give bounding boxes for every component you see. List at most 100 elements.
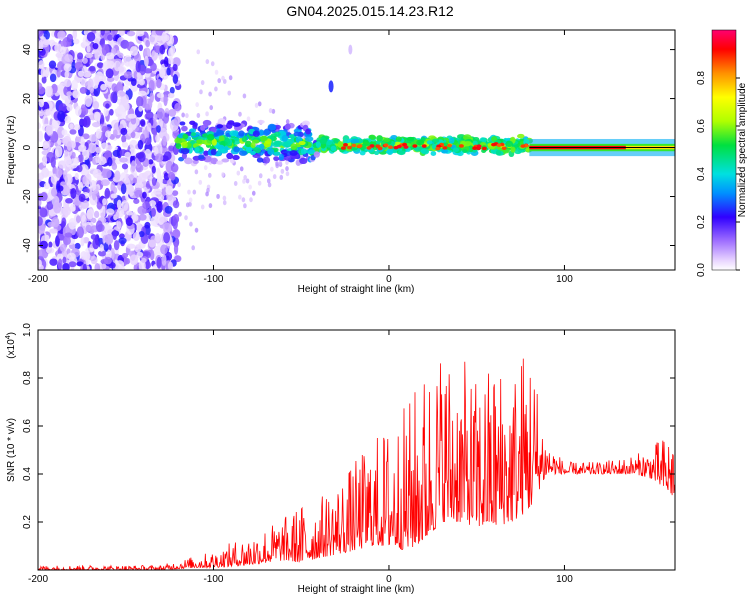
heatmap-cell xyxy=(246,116,251,122)
heatmap-cell xyxy=(278,153,284,161)
heatmap-cell xyxy=(208,91,212,97)
snr-y-ticks: 0.2 0.4 0.6 0.8 1.0 xyxy=(22,323,675,529)
heatmap-cell xyxy=(116,105,125,115)
snr-x-axis-label: Height of straight line (km) xyxy=(298,584,415,595)
heatmap-cell xyxy=(181,125,188,132)
heatmap-cell xyxy=(190,132,197,137)
heatmap-cell xyxy=(172,63,178,72)
heatmap-cell xyxy=(268,108,273,114)
heatmap-cell xyxy=(48,241,53,248)
heatmap-cell xyxy=(159,216,169,223)
heatmap-cell xyxy=(217,148,226,154)
heatmap-cell xyxy=(112,149,121,157)
heatmap-cell xyxy=(74,242,81,250)
heatmap-cell xyxy=(110,91,118,104)
heatmap-cell xyxy=(66,33,73,43)
heatmap-cell xyxy=(452,147,460,153)
heatmap-cell xyxy=(156,107,165,120)
heatmap-cell xyxy=(215,129,225,136)
heatmap-cell xyxy=(82,57,88,64)
heatmap-cell xyxy=(517,133,525,139)
heatmap-cell xyxy=(100,30,105,36)
heatmap-cell xyxy=(95,153,100,164)
heatmap-cell xyxy=(116,199,122,210)
heatmap-cell xyxy=(523,138,530,146)
heatmap-cell xyxy=(101,263,107,270)
heatmap-cell xyxy=(383,143,389,147)
heatmap-cell xyxy=(284,123,291,130)
heatmap-cell xyxy=(92,121,101,128)
heatmap-cell xyxy=(70,187,77,200)
heatmap-cell xyxy=(103,242,109,252)
heatmap-cell xyxy=(328,80,334,93)
heatmap-cell xyxy=(105,52,115,60)
heatmap-cell xyxy=(164,205,173,214)
heatmap-cell xyxy=(78,144,87,152)
heatmap-cell xyxy=(421,144,427,148)
heatmap-cell xyxy=(374,150,380,156)
heatmap-cell xyxy=(350,138,360,144)
heatmap-cell xyxy=(159,44,166,55)
heatmap-cell xyxy=(116,81,123,93)
heatmap-cell xyxy=(315,141,322,148)
heatmap-cell xyxy=(139,119,146,127)
heatmap-cell xyxy=(103,106,109,117)
y-tick-label: 0 xyxy=(22,144,33,150)
heatmap-cell xyxy=(55,52,64,58)
heatmap-y-ticks: -40 -20 0 20 40 xyxy=(22,44,675,253)
heatmap-cell xyxy=(124,151,131,158)
heatmap-cell xyxy=(118,237,127,245)
heatmap-cell xyxy=(181,152,188,160)
heatmap-cell xyxy=(98,250,107,257)
heatmap-cell xyxy=(135,60,141,73)
heatmap-cell xyxy=(76,226,84,239)
heatmap-cell xyxy=(100,212,105,218)
heatmap-cell xyxy=(60,46,66,55)
heatmap-cell xyxy=(481,146,487,151)
heatmap-cell xyxy=(38,82,43,90)
heatmap-cell xyxy=(188,197,193,203)
heatmap-cell xyxy=(74,172,79,181)
heatmap-cell xyxy=(163,151,172,161)
heatmap-cell xyxy=(256,157,264,163)
heatmap-cell xyxy=(156,169,162,179)
heatmap-cell xyxy=(57,126,65,139)
heatmap-cell xyxy=(104,222,110,228)
heatmap-cell xyxy=(58,103,67,113)
heatmap-cell xyxy=(194,169,199,175)
heatmap-cell xyxy=(208,203,213,209)
heatmap-cell xyxy=(182,133,189,140)
heatmap-cell xyxy=(165,30,170,33)
heatmap-cell xyxy=(279,174,284,180)
heatmap-cell xyxy=(71,151,76,159)
heatmap-cell xyxy=(172,218,178,230)
heatmap-cell xyxy=(151,165,156,174)
heatmap-cell xyxy=(184,215,188,221)
heatmap-cell xyxy=(38,259,42,268)
heatmap-cell xyxy=(53,201,62,214)
heatmap-cell xyxy=(178,211,182,217)
heatmap-cell xyxy=(154,232,161,243)
heatmap-cell xyxy=(130,78,137,86)
heatmap-cell xyxy=(245,178,250,184)
colorbar-gradient xyxy=(711,29,737,271)
heatmap-cell xyxy=(430,151,437,157)
heatmap-cell xyxy=(412,144,418,148)
heatmap-cell xyxy=(243,203,247,209)
x-tick-label: -100 xyxy=(203,574,223,585)
heatmap-cell xyxy=(114,170,121,181)
heatmap-cell xyxy=(203,155,212,163)
heatmap-cell xyxy=(100,83,107,91)
heatmap-cell xyxy=(69,203,76,212)
heatmap-cell xyxy=(110,247,115,260)
heatmap-cell xyxy=(138,44,144,52)
heatmap-cell xyxy=(118,30,126,37)
heatmap-cell xyxy=(254,102,259,108)
heatmap-cell xyxy=(68,261,77,268)
heatmap-cell xyxy=(273,151,281,156)
heatmap-cell xyxy=(171,190,179,196)
heatmap-cell xyxy=(71,61,76,69)
heatmap-cell xyxy=(163,34,170,42)
heatmap-cell xyxy=(156,92,165,98)
